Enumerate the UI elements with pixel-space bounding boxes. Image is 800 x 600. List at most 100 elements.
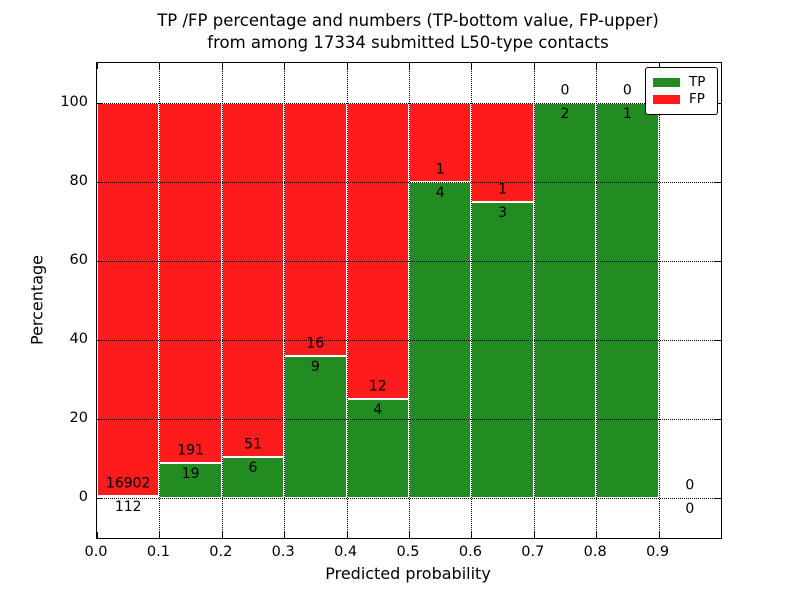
tp-count-label-0.4-0.5: 4 xyxy=(373,402,383,419)
plot-area: 16902 112 191 19 51 6 16 9 12 4 1 4 1 3 0 2 0 1 0 0 xyxy=(96,62,722,539)
tp-bar-0.4-0.5 xyxy=(346,399,409,499)
x-tick-top-0.5 xyxy=(409,63,410,69)
x-tick-label-0.2: 0.2 xyxy=(209,544,233,560)
x-tick-bottom-0.5 xyxy=(409,532,410,538)
y-tick-left-80 xyxy=(97,181,103,183)
x-gridline-0.5 xyxy=(409,63,410,538)
fp-count-label-0.6-0.7: 1 xyxy=(498,181,508,198)
x-tick-top-0.2 xyxy=(221,63,223,69)
fp-count-label-0.7-0.8: 0 xyxy=(560,82,570,99)
x-tick-top-0.3 xyxy=(284,63,286,69)
tp-count-label-0.3-0.4: 9 xyxy=(310,358,320,375)
fp-count-label-0.5-0.6: 1 xyxy=(435,161,445,178)
x-tick-top-0.1 xyxy=(159,63,161,69)
fp-count-label-0.8-0.9: 0 xyxy=(622,82,632,99)
y-tick-label-40: 40 xyxy=(69,331,88,348)
y-tick-left-100 xyxy=(97,102,103,104)
tp-count-label-0.0-0.1: 112 xyxy=(114,498,142,515)
x-gridline-0.7 xyxy=(533,63,535,538)
x-tick-top-0.6 xyxy=(471,63,473,69)
x-tick-bottom-0.6 xyxy=(471,532,473,538)
chart-title-line1: TP /FP percentage and numbers (TP-bottom… xyxy=(157,11,659,30)
tp-count-label-0.8-0.9: 1 xyxy=(622,105,632,122)
fp-count-label-0.0-0.1: 16902 xyxy=(105,475,151,492)
x-tick-bottom-0.8 xyxy=(596,532,598,538)
tp-bar-0.1-0.2 xyxy=(159,462,222,499)
legend: TP FP xyxy=(645,67,718,115)
fp-swatch-icon xyxy=(653,95,680,104)
x-gridline-0.9 xyxy=(658,63,660,538)
y-tick-right-80 xyxy=(715,181,721,183)
tp-bar-0.7-0.8 xyxy=(533,102,597,499)
y-tick-right-60 xyxy=(715,260,721,262)
chart-title-line2: from among 17334 submitted L50-type cont… xyxy=(207,33,609,52)
fp-count-label-0.9-1.0: 0 xyxy=(685,478,695,495)
fp-count-label-0.3-0.4: 16 xyxy=(306,335,325,352)
x-tick-bottom-0.4 xyxy=(346,532,348,538)
y-tick-label-60: 60 xyxy=(69,251,88,268)
x-tick-top-0.4 xyxy=(346,63,348,69)
y-tick-right-20 xyxy=(715,419,721,421)
y-tick-left-60 xyxy=(97,260,103,262)
x-tick-label-0.3: 0.3 xyxy=(271,544,295,560)
x-tick-label-0.6: 0.6 xyxy=(458,544,482,560)
x-tick-bottom-0.2 xyxy=(221,532,223,538)
x-tick-bottom-0.7 xyxy=(533,532,535,538)
tp-count-label-0.6-0.7: 3 xyxy=(498,204,508,221)
fp-bar-0.2-0.3 xyxy=(221,102,285,457)
fp-count-label-0.1-0.2: 191 xyxy=(177,442,204,459)
x-gridline-0.3 xyxy=(284,63,286,538)
fp-count-label-0.4-0.5: 12 xyxy=(368,379,387,396)
y-tick-right-40 xyxy=(715,340,721,342)
y-tick-label-20: 20 xyxy=(69,410,88,427)
x-tick-label-0.5: 0.5 xyxy=(396,544,420,560)
tp-bar-0.6-0.7 xyxy=(471,201,534,499)
x-tick-bottom-0.1 xyxy=(159,532,161,538)
legend-label-fp: FP xyxy=(689,90,705,107)
legend-item-fp: FP xyxy=(653,91,709,108)
fp-bar-0.0-0.1 xyxy=(97,102,160,496)
y-tick-right-0 xyxy=(715,498,721,500)
tp-count-label-0.5-0.6: 4 xyxy=(435,184,445,201)
x-gridline-0.1 xyxy=(159,63,161,538)
x-tick-label-0.0: 0.0 xyxy=(84,544,108,560)
x-gridline-0.6 xyxy=(471,63,473,538)
y-tick-left-0 xyxy=(97,498,103,500)
y-tick-label-100: 100 xyxy=(60,93,88,110)
y-tick-label-0: 0 xyxy=(78,489,88,506)
x-tick-top-0.7 xyxy=(533,63,535,69)
y-tick-left-20 xyxy=(97,419,103,421)
tp-bar-0.0-0.1 xyxy=(97,495,160,499)
x-tick-label-0.1: 0.1 xyxy=(146,544,170,560)
x-gridline-0.2 xyxy=(221,63,223,538)
fp-count-label-0.2-0.3: 51 xyxy=(244,436,262,453)
tp-count-label-0.9-1.0: 0 xyxy=(685,501,695,518)
legend-item-tp: TP xyxy=(653,74,709,91)
tp-count-label-0.7-0.8: 2 xyxy=(560,105,570,122)
x-tick-top-0.8 xyxy=(596,63,598,69)
tp-count-label-0.1-0.2: 19 xyxy=(181,465,200,482)
x-tick-bottom-0.9 xyxy=(658,532,660,538)
tp-bar-0.8-0.9 xyxy=(596,102,659,499)
y-tick-label-80: 80 xyxy=(69,172,88,189)
x-gridline-0.4 xyxy=(346,63,348,538)
fp-bar-0.1-0.2 xyxy=(159,102,222,463)
x-tick-top-0.9 xyxy=(658,63,660,69)
tp-swatch-icon xyxy=(653,78,680,87)
x-tick-top-0 xyxy=(97,63,98,69)
x-tick-label-0.4: 0.4 xyxy=(334,544,358,560)
fp-bar-0.4-0.5 xyxy=(346,102,409,400)
x-gridline-0.8 xyxy=(596,63,598,538)
x-tick-label-0.7: 0.7 xyxy=(521,544,545,560)
y-tick-left-40 xyxy=(97,340,103,342)
fp-bar-0.6-0.7 xyxy=(471,102,534,202)
fp-bar-0.3-0.4 xyxy=(284,102,347,356)
legend-label-tp: TP xyxy=(689,73,706,90)
x-axis-label: Predicted probability xyxy=(325,564,491,583)
y-axis-label: Percentage xyxy=(27,254,47,346)
x-tick-bottom-0.3 xyxy=(284,532,286,538)
x-tick-bottom-0 xyxy=(97,532,98,538)
x-tick-label-0.9: 0.9 xyxy=(646,544,670,560)
fp-bar-0.5-0.6 xyxy=(409,102,472,182)
